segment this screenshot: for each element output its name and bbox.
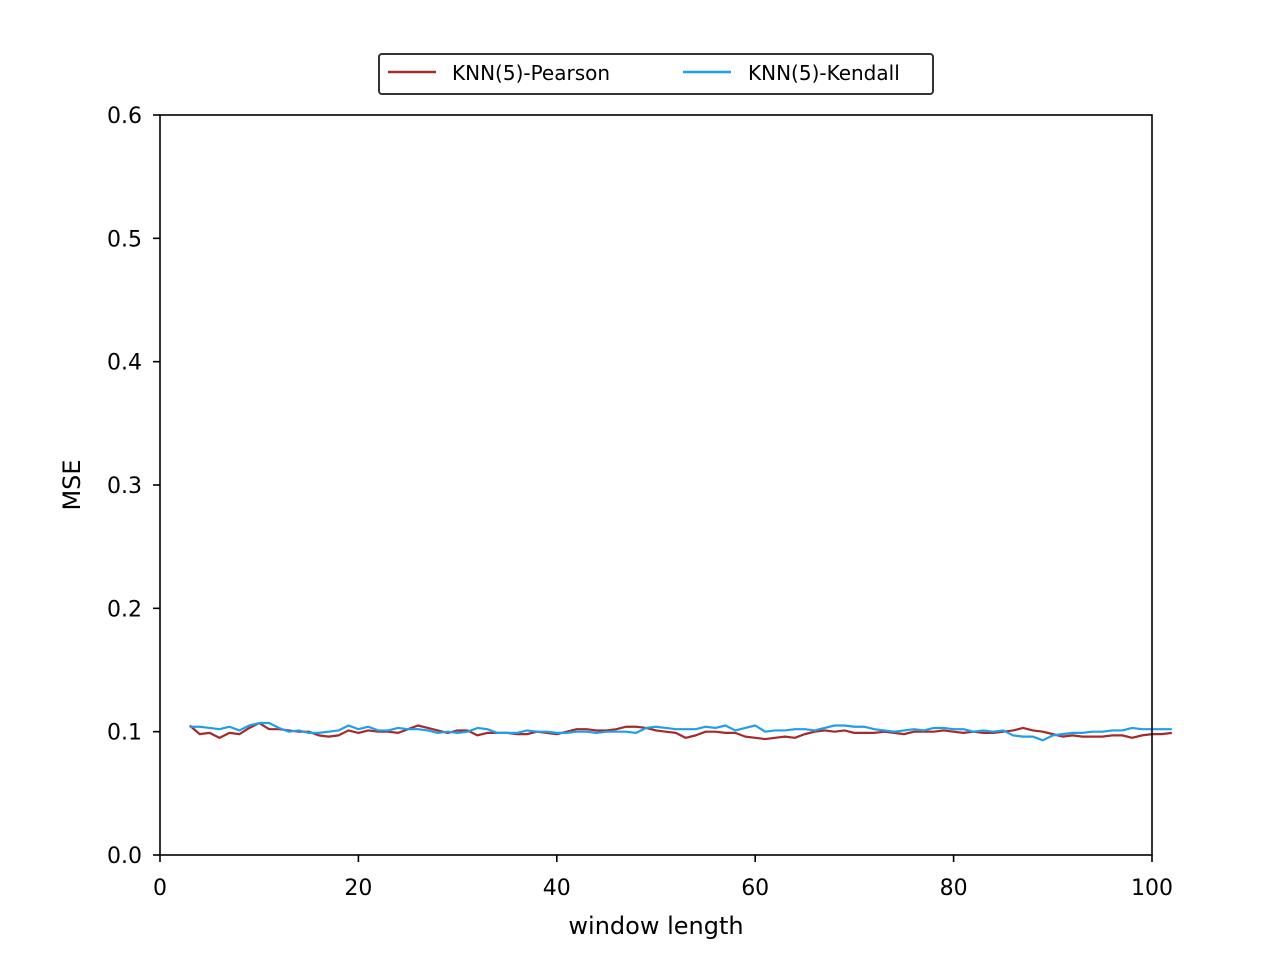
legend-label-pearson: KNN(5)-Pearson [452,61,610,85]
y-tick-label: 0.5 [107,227,142,252]
x-tick-label: 60 [741,876,769,901]
y-tick-label: 0.1 [107,721,142,746]
y-tick-label: 0.0 [107,844,142,869]
y-axis-label: MSE [58,459,86,510]
y-tick-label: 0.2 [107,597,142,622]
x-tick-label: 20 [344,876,372,901]
x-tick-label: 0 [153,876,167,901]
y-tick-label: 0.6 [107,104,142,129]
y-tick-label: 0.3 [107,474,142,499]
x-axis-label: window length [568,912,743,940]
y-tick-label: 0.4 [107,351,142,376]
plot-area [189,721,1172,742]
axes: 0 20 40 60 80 100 0.0 0.1 0.2 0.3 0.4 0.5 0.6 window … [58,104,1173,940]
x-tick-label: 100 [1131,876,1173,901]
legend-label-kendall: KNN(5)-Kendall [748,61,900,85]
legend: KNN(5)-Pearson KNN(5)-Kendall [378,53,934,95]
series-line-pearson [189,721,1172,741]
x-tick-label: 80 [940,876,968,901]
x-tick-label: 40 [543,876,571,901]
legend-box [378,53,934,95]
series-line-kendall [189,721,1172,742]
